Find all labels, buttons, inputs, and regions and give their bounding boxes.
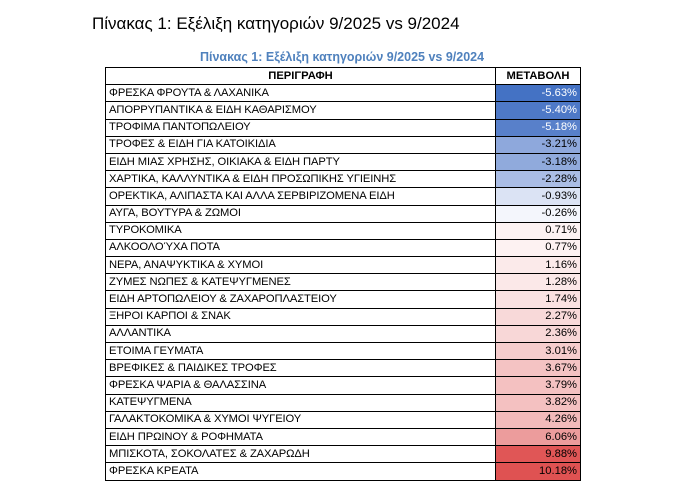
category-description-cell: ΑΥΓΑ, ΒΟΥΤΥΡΑ & ΖΩΜΟΙ xyxy=(105,204,496,223)
change-value-cell: -0.93% xyxy=(495,187,581,206)
category-description-cell: ΝΕΡΑ, ΑΝΑΨΥΚΤΙΚΑ & ΧΥΜΟΙ xyxy=(105,256,496,275)
change-value-cell: 0.77% xyxy=(495,238,581,258)
change-value-cell: -5.40% xyxy=(495,101,581,120)
table-row: ΑΛΛΑΝΤΙΚΑ 2.36% xyxy=(105,324,581,344)
table-row: ΦΡΕΣΚΑ ΚΡΕΑΤΑ 10.18% xyxy=(105,462,581,481)
table-row: ΖΥΜΕΣ ΝΩΠΕΣ & ΚΑΤΕΨΥΓΜΕΝΕΣ 1.28% xyxy=(105,273,581,292)
category-description-cell: ΕΙΔΗ ΜΙΑΣ ΧΡΗΣΗΣ, ΟΙΚΙΑΚΑ & ΕΙΔΗ ΠΑΡΤΥ xyxy=(105,152,496,172)
table-row: ΤΡΟΦΕΣ & ΕΙΔΗ ΓΙΑ ΚΑΤΟΙΚΙΔΙΑ -3.21% xyxy=(105,135,581,154)
change-value-cell: 3.67% xyxy=(495,359,581,378)
category-description-cell: ΑΛΛΑΝΤΙΚΑ xyxy=(105,324,496,344)
table-row: ΦΡΕΣΚΑ ΦΡΟΥΤΑ & ΛΑΧΑΝΙΚΑ -5.63% xyxy=(105,84,581,103)
table-body: ΦΡΕΣΚΑ ΦΡΟΥΤΑ & ΛΑΧΑΝΙΚΑ -5.63% ΑΠΟΡΡΥΠΑΝΤ… xyxy=(105,84,581,481)
category-description-cell: ΕΙΔΗ ΑΡΤΟΠΩΛΕΙΟΥ & ΖΑΧΑΡΟΠΛΑΣΤΕΙΟΥ xyxy=(105,290,496,309)
category-description-cell: ΞΗΡΟΙ ΚΑΡΠΟΙ & ΣΝΑΚ xyxy=(105,307,496,326)
change-value-cell: -5.18% xyxy=(495,118,581,137)
change-value-cell: 9.88% xyxy=(495,445,581,464)
category-description-cell: ΒΡΕΦΙΚΕΣ & ΠΑΙΔΙΚΕΣ ΤΡΟΦΕΣ xyxy=(105,359,496,378)
change-value-cell: 2.36% xyxy=(495,324,581,344)
category-description-cell: ΑΛΚΟΟΛΟΎΧΑ ΠΟΤΑ xyxy=(105,238,496,258)
change-value-cell: 3.01% xyxy=(495,341,581,361)
page-title: Πίνακας 1: Εξέλιξη κατηγοριών 9/2025 vs … xyxy=(92,14,460,33)
change-value-cell: 6.06% xyxy=(495,427,581,447)
table-row: ΑΠΟΡΡΥΠΑΝΤΙΚΑ & ΕΙΔΗ ΚΑΘΑΡΙΣΜΟΥ -5.40% xyxy=(105,101,581,120)
table-row: ΕΙΔΗ ΜΙΑΣ ΧΡΗΣΗΣ, ΟΙΚΙΑΚΑ & ΕΙΔΗ ΠΑΡΤΥ -3… xyxy=(105,152,581,172)
change-value-cell: 1.16% xyxy=(495,256,581,275)
table-row: ΦΡΕΣΚΑ ΨΑΡΙΑ & ΘΑΛΑΣΣΙΝΑ 3.79% xyxy=(105,376,581,395)
change-value-cell: 0.71% xyxy=(495,221,581,240)
change-value-cell: 2.27% xyxy=(495,307,581,326)
category-description-cell: ΑΠΟΡΡΥΠΑΝΤΙΚΑ & ΕΙΔΗ ΚΑΘΑΡΙΣΜΟΥ xyxy=(105,101,496,120)
table-row: ΒΡΕΦΙΚΕΣ & ΠΑΙΔΙΚΕΣ ΤΡΟΦΕΣ 3.67% xyxy=(105,359,581,378)
table-row: ΞΗΡΟΙ ΚΑΡΠΟΙ & ΣΝΑΚ 2.27% xyxy=(105,307,581,326)
category-description-cell: ΕΤΟΙΜΑ ΓΕΥΜΑΤΑ xyxy=(105,341,496,361)
table-row: ΟΡΕΚΤΙΚΑ, ΑΛΙΠΑΣΤΑ ΚΑΙ ΑΛΛΑ ΣΕΡΒΙΡΙΖΟΜΕΝ… xyxy=(105,187,581,206)
table-row: ΕΤΟΙΜΑ ΓΕΥΜΑΤΑ 3.01% xyxy=(105,341,581,361)
change-value-cell: 1.28% xyxy=(495,273,581,292)
category-description-cell: ΜΠΙΣΚΟΤΑ, ΣΟΚΟΛΑΤΕΣ & ΖΑΧΑΡΩΔΗ xyxy=(105,445,496,464)
table-row: ΑΛΚΟΟΛΟΎΧΑ ΠΟΤΑ 0.77% xyxy=(105,238,581,258)
table-row: ΕΙΔΗ ΑΡΤΟΠΩΛΕΙΟΥ & ΖΑΧΑΡΟΠΛΑΣΤΕΙΟΥ 1.74% xyxy=(105,290,581,309)
table-row: ΝΕΡΑ, ΑΝΑΨΥΚΤΙΚΑ & ΧΥΜΟΙ 1.16% xyxy=(105,256,581,275)
category-description-cell: ΤΡΟΦΙΜΑ ΠΑΝΤΟΠΩΛΕΙΟΥ xyxy=(105,118,496,137)
change-value-cell: -3.18% xyxy=(495,152,581,172)
change-value-cell: -2.28% xyxy=(495,170,581,189)
category-description-cell: ΕΙΔΗ ΠΡΩΙΝΟΥ & ΡΟΦΗΜΑΤΑ xyxy=(105,427,496,447)
column-header-description: ΠΕΡΙΓΡΑΦΗ xyxy=(105,66,496,86)
table-row: ΕΙΔΗ ΠΡΩΙΝΟΥ & ΡΟΦΗΜΑΤΑ 6.06% xyxy=(105,427,581,447)
change-value-cell: 1.74% xyxy=(495,290,581,309)
change-value-cell: -5.63% xyxy=(495,84,581,103)
table-row: ΧΑΡΤΙΚΑ, ΚΑΛΛΥΝΤΙΚΑ & ΕΙΔΗ ΠΡΟΣΩΠΙΚΗΣ ΥΓ… xyxy=(105,170,581,189)
category-change-table: ΠΕΡΙΓΡΑΦΗ ΜΕΤΑΒΟΛΗ ΦΡΕΣΚΑ ΦΡΟΥΤΑ & ΛΑΧΑΝ… xyxy=(105,66,581,481)
category-description-cell: ΧΑΡΤΙΚΑ, ΚΑΛΛΥΝΤΙΚΑ & ΕΙΔΗ ΠΡΟΣΩΠΙΚΗΣ ΥΓ… xyxy=(105,170,496,189)
table-row: ΑΥΓΑ, ΒΟΥΤΥΡΑ & ΖΩΜΟΙ -0.26% xyxy=(105,204,581,223)
change-value-cell: 4.26% xyxy=(495,410,581,429)
table-row: ΚΑΤΕΨΥΓΜΕΝΑ 3.82% xyxy=(105,393,581,412)
table-row: ΤΥΡΟΚΟΜΙΚΑ 0.71% xyxy=(105,221,581,240)
category-description-cell: ΚΑΤΕΨΥΓΜΕΝΑ xyxy=(105,393,496,412)
table-row: ΜΠΙΣΚΟΤΑ, ΣΟΚΟΛΑΤΕΣ & ΖΑΧΑΡΩΔΗ 9.88% xyxy=(105,445,581,464)
change-value-cell: 3.79% xyxy=(495,376,581,395)
change-value-cell: -0.26% xyxy=(495,204,581,223)
change-value-cell: 10.18% xyxy=(495,462,581,481)
category-description-cell: ΤΡΟΦΕΣ & ΕΙΔΗ ΓΙΑ ΚΑΤΟΙΚΙΔΙΑ xyxy=(105,135,496,154)
category-description-cell: ΖΥΜΕΣ ΝΩΠΕΣ & ΚΑΤΕΨΥΓΜΕΝΕΣ xyxy=(105,273,496,292)
table-row: ΓΑΛΑΚΤΟΚΟΜΙΚΑ & ΧΥΜΟΙ ΨΥΓΕΙΟΥ 4.26% xyxy=(105,410,581,429)
table-header-row: ΠΕΡΙΓΡΑΦΗ ΜΕΤΑΒΟΛΗ xyxy=(105,66,581,86)
column-header-change: ΜΕΤΑΒΟΛΗ xyxy=(495,66,581,86)
category-description-cell: ΤΥΡΟΚΟΜΙΚΑ xyxy=(105,221,496,240)
category-description-cell: ΟΡΕΚΤΙΚΑ, ΑΛΙΠΑΣΤΑ ΚΑΙ ΑΛΛΑ ΣΕΡΒΙΡΙΖΟΜΕΝ… xyxy=(105,187,496,206)
category-description-cell: ΦΡΕΣΚΑ ΚΡΕΑΤΑ xyxy=(105,462,496,481)
category-description-cell: ΓΑΛΑΚΤΟΚΟΜΙΚΑ & ΧΥΜΟΙ ΨΥΓΕΙΟΥ xyxy=(105,410,496,429)
table-caption: Πίνακας 1: Εξέλιξη κατηγοριών 9/2025 vs … xyxy=(199,50,485,64)
category-description-cell: ΦΡΕΣΚΑ ΨΑΡΙΑ & ΘΑΛΑΣΣΙΝΑ xyxy=(105,376,496,395)
change-value-cell: 3.82% xyxy=(495,393,581,412)
category-description-cell: ΦΡΕΣΚΑ ΦΡΟΥΤΑ & ΛΑΧΑΝΙΚΑ xyxy=(105,84,496,103)
table-row: ΤΡΟΦΙΜΑ ΠΑΝΤΟΠΩΛΕΙΟΥ -5.18% xyxy=(105,118,581,137)
change-value-cell: -3.21% xyxy=(495,135,581,154)
